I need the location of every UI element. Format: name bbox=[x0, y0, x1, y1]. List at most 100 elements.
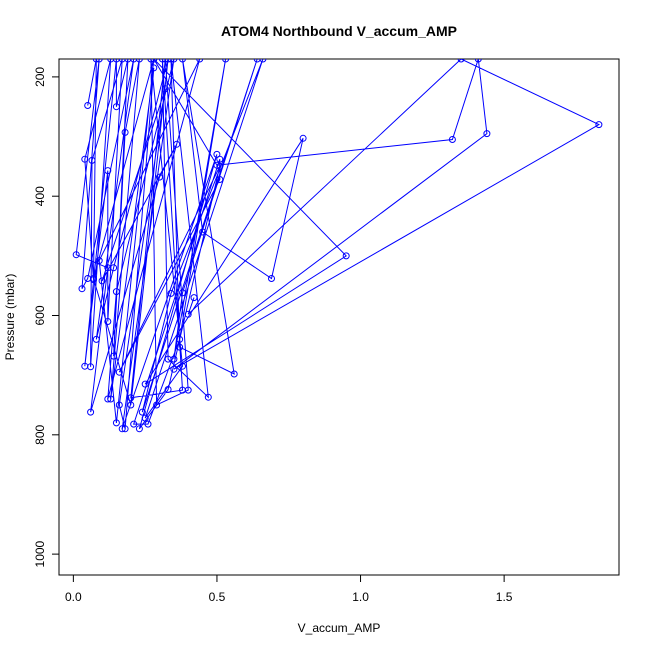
data-point bbox=[121, 425, 129, 433]
data-point bbox=[161, 59, 169, 63]
data-point bbox=[81, 362, 89, 370]
data-point bbox=[216, 176, 224, 183]
data-point bbox=[127, 401, 135, 409]
data-point bbox=[107, 59, 115, 63]
data-point bbox=[141, 380, 149, 388]
data-point bbox=[138, 408, 146, 416]
data-point bbox=[179, 59, 186, 63]
data-point bbox=[110, 352, 118, 360]
data-point bbox=[112, 103, 120, 111]
data-point bbox=[98, 277, 106, 285]
series-line bbox=[75, 59, 600, 430]
data-point bbox=[167, 59, 175, 63]
data-point bbox=[78, 285, 86, 293]
data-point bbox=[81, 155, 89, 163]
data-point bbox=[115, 368, 123, 376]
data-point bbox=[184, 310, 192, 318]
data-point bbox=[179, 289, 186, 297]
y-tick-label: 1000 bbox=[33, 540, 47, 567]
x-tick-label: 0.5 bbox=[209, 590, 226, 604]
data-point bbox=[483, 130, 491, 138]
data-point bbox=[457, 59, 465, 63]
data-point bbox=[104, 395, 112, 403]
data-point bbox=[164, 355, 172, 363]
data-point bbox=[268, 275, 275, 282]
data-point bbox=[92, 335, 100, 343]
y-tick-label: 200 bbox=[33, 67, 47, 87]
data-point bbox=[222, 59, 230, 63]
data-point bbox=[87, 408, 95, 416]
data-point bbox=[153, 401, 161, 409]
data-point bbox=[135, 425, 143, 433]
data-point bbox=[150, 64, 158, 72]
data-point bbox=[170, 59, 178, 63]
y-axis: 200 400 600 800 1000 bbox=[33, 67, 60, 567]
data-point bbox=[90, 275, 97, 282]
data-point bbox=[216, 155, 224, 163]
data-point bbox=[253, 59, 261, 63]
data-point bbox=[130, 59, 138, 63]
data-point bbox=[104, 318, 112, 325]
chart-title: ATOM4 Northbound V_accum_AMP bbox=[221, 23, 457, 39]
data-point bbox=[95, 59, 103, 63]
data-point bbox=[115, 401, 123, 409]
y-tick-label: 600 bbox=[33, 305, 47, 325]
data-point bbox=[164, 59, 172, 63]
y-tick-label: 800 bbox=[33, 424, 47, 444]
data-point bbox=[161, 85, 169, 93]
data-point bbox=[127, 394, 135, 402]
data-point bbox=[130, 420, 138, 428]
data-point bbox=[110, 264, 118, 272]
data-point bbox=[190, 294, 198, 302]
x-axis-label: V_accum_AMP bbox=[298, 621, 381, 635]
data-point bbox=[259, 59, 267, 63]
series-lines bbox=[75, 59, 600, 430]
data-point bbox=[342, 252, 350, 260]
data-point bbox=[104, 167, 112, 175]
data-point bbox=[299, 134, 307, 142]
data-point bbox=[92, 59, 100, 63]
data-point bbox=[84, 102, 92, 109]
series-points bbox=[72, 59, 603, 433]
data-point bbox=[144, 420, 152, 428]
data-point bbox=[176, 343, 184, 351]
data-point bbox=[118, 59, 126, 63]
data-point bbox=[141, 414, 149, 422]
data-point bbox=[474, 59, 482, 63]
data-point bbox=[595, 121, 603, 129]
data-point bbox=[179, 362, 186, 370]
plot-area bbox=[72, 59, 603, 433]
data-point bbox=[196, 59, 204, 63]
data-point bbox=[107, 395, 115, 403]
data-point bbox=[179, 386, 186, 394]
plot-area-frame bbox=[58, 58, 620, 576]
data-point bbox=[173, 140, 181, 148]
data-point bbox=[72, 251, 80, 259]
data-point bbox=[204, 393, 212, 401]
data-point bbox=[167, 289, 175, 297]
data-point bbox=[448, 136, 456, 143]
data-point bbox=[170, 365, 178, 373]
data-point bbox=[121, 128, 129, 136]
data-point bbox=[112, 59, 120, 63]
data-point bbox=[164, 386, 172, 393]
data-point bbox=[135, 59, 143, 63]
x-tick-label: 0.0 bbox=[65, 590, 82, 604]
data-point bbox=[158, 59, 166, 63]
y-tick-label: 400 bbox=[33, 186, 47, 206]
data-point bbox=[147, 59, 155, 63]
y-axis-label: Pressure (mbar) bbox=[3, 274, 17, 361]
x-tick-label: 1.5 bbox=[496, 590, 513, 604]
data-point bbox=[213, 161, 221, 169]
data-point bbox=[95, 257, 103, 265]
data-point bbox=[156, 173, 163, 181]
data-point bbox=[112, 288, 120, 296]
x-tick-label: 1.0 bbox=[352, 590, 369, 604]
data-point bbox=[199, 228, 207, 236]
data-point bbox=[124, 59, 132, 63]
data-point bbox=[88, 156, 96, 164]
data-point bbox=[118, 425, 126, 433]
data-point bbox=[112, 419, 120, 427]
x-axis: 0.0 0.5 1.0 1.5 bbox=[65, 574, 513, 604]
